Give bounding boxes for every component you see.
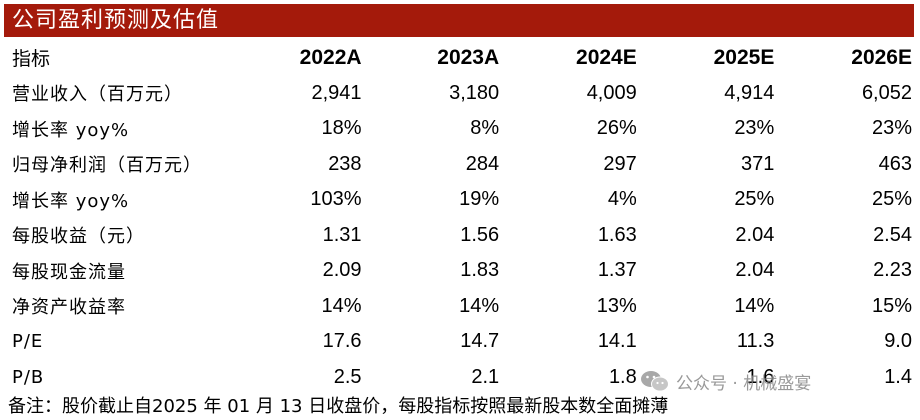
cell-value: 2.09: [322, 259, 362, 282]
table-title: 公司盈利预测及估值: [4, 4, 914, 37]
cell-value: 2.5: [333, 365, 362, 388]
cell-value: 1.83: [460, 259, 500, 282]
cell-value: 2.04: [735, 223, 775, 246]
table-row: P/B 2.5 2.1 1.8 1.6 1.4: [4, 360, 916, 396]
cell-value: 25%: [871, 188, 912, 211]
wechat-icon: [641, 371, 669, 392]
row-label: 净资产收益率: [12, 297, 126, 319]
cell-value: 13%: [596, 294, 637, 317]
cell-value: 1.8: [608, 365, 637, 388]
header-year: 2026E: [851, 45, 912, 69]
header-label: 指标: [12, 48, 51, 71]
cell-value: 238: [328, 152, 362, 175]
cell-value: 26%: [596, 117, 637, 140]
cell-value: 14%: [459, 294, 500, 317]
cell-value: 2.1: [471, 365, 500, 388]
cell-value: 2,941: [311, 81, 362, 104]
cell-value: 463: [878, 152, 912, 175]
table-row: 每股收益（元） 1.31 1.56 1.63 2.04 2.54: [4, 218, 916, 254]
cell-value: 1.31: [322, 223, 362, 246]
cell-value: 1.63: [597, 223, 637, 246]
header-year: 2024E: [576, 45, 637, 69]
table-row: P/E 17.6 14.7 14.1 11.3 9.0: [4, 324, 916, 360]
cell-value: 14%: [734, 294, 775, 317]
row-label: 增长率 yoy%: [12, 119, 130, 141]
cell-value: 371: [740, 152, 775, 175]
cell-value: 2.54: [873, 223, 912, 246]
table-footnote: 备注：股价截止自2025 年 01 月 13 日收盘价，每股指标按照最新股本数全…: [8, 396, 669, 417]
cell-value: 103%: [310, 188, 362, 211]
cell-value: 1.4: [884, 365, 912, 388]
row-label: 每股收益（元）: [12, 226, 145, 248]
cell-value: 9.0: [884, 330, 912, 353]
cell-value: 6,052: [861, 81, 912, 104]
watermark: 公众号 · 机械盛宴: [640, 367, 811, 395]
header-year: 2025E: [713, 45, 775, 69]
cell-value: 8%: [470, 117, 500, 140]
cell-value: 14.7: [460, 330, 500, 353]
cell-value: 14%: [321, 294, 362, 317]
cell-value: 23%: [734, 117, 775, 140]
row-label: 增长率 yoy%: [12, 190, 130, 212]
row-label: P/B: [12, 366, 45, 388]
table-row: 归母净利润（百万元） 238 284 297 371 463: [4, 147, 916, 183]
table-row: 每股现金流量 2.09 1.83 1.37 2.04 2.23: [4, 253, 916, 289]
row-label: 归母净利润（百万元）: [12, 155, 202, 177]
cell-value: 23%: [871, 117, 912, 140]
header-year: 2022A: [299, 45, 362, 69]
cell-value: 18%: [321, 117, 362, 140]
cell-value: 3,180: [449, 81, 500, 104]
cell-value: 4%: [607, 188, 637, 211]
cell-value: 15%: [871, 294, 912, 317]
cell-value: 19%: [459, 188, 500, 211]
table-row: 营业收入（百万元） 2,941 3,180 4,009 4,914 6,052: [4, 76, 916, 112]
cell-value: 2.23: [873, 259, 912, 282]
row-label: 营业收入（百万元）: [12, 84, 183, 106]
table-row: 增长率 yoy% 18% 8% 26% 23% 23%: [4, 111, 916, 147]
table-row: 增长率 yoy% 103% 19% 4% 25% 25%: [4, 182, 916, 218]
cell-value: 11.3: [736, 330, 775, 353]
cell-value: 25%: [734, 188, 775, 211]
cell-value: 1.37: [597, 259, 637, 282]
row-label: 每股现金流量: [12, 261, 126, 283]
cell-value: 14.1: [597, 330, 637, 353]
cell-value: 297: [603, 152, 637, 175]
header-row: 指标 2022A 2023A 2024E 2025E 2026E: [4, 40, 916, 76]
header-year: 2023A: [437, 45, 500, 69]
cell-value: 2.04: [735, 259, 775, 282]
cell-value: 284: [465, 152, 500, 175]
row-label: P/E: [12, 331, 44, 353]
cell-value: 17.6: [322, 330, 362, 353]
cell-value: 4,914: [724, 81, 775, 104]
table-row: 净资产收益率 14% 14% 13% 14% 15%: [4, 289, 916, 325]
cell-value: 1.56: [460, 223, 500, 246]
watermark-text: 公众号 · 机械盛宴: [676, 373, 812, 394]
cell-value: 4,009: [586, 81, 637, 104]
financial-forecast-table: 指标 2022A 2023A 2024E 2025E 2026E 营业收入（百万…: [4, 40, 916, 395]
cell-value: 1.6: [746, 365, 775, 388]
